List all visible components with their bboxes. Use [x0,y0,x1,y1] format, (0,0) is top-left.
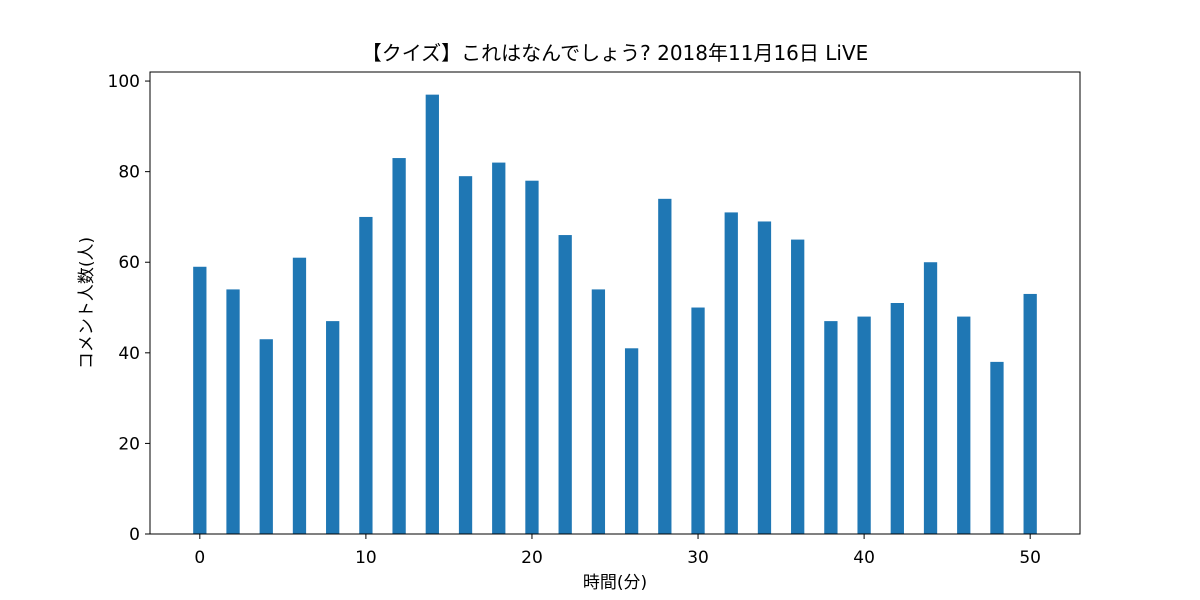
bar-16 [458,176,473,535]
x-axis: 0 10 20 30 40 50 [194,534,1041,568]
bar-4 [259,339,273,534]
y-axis-label: コメント人数(人) [77,237,97,369]
y-tick-label-20: 20 [118,434,140,454]
bar-6 [292,257,307,534]
bar-48 [990,361,1004,534]
bar-18 [492,162,506,534]
bar-42 [890,303,904,534]
bar-20 [525,180,539,535]
bar-14 [425,94,439,534]
x-tick-label-0: 0 [194,548,205,568]
bar-36 [791,239,805,534]
bar-50 [1023,293,1037,534]
y-tick-label-80: 80 [118,163,140,183]
bar-44 [923,262,938,534]
plot-frame [149,71,1081,535]
bar-46 [957,316,971,534]
bar-30 [691,307,705,534]
y-tick-label-40: 40 [118,344,140,364]
x-tick-label-40: 40 [853,548,875,568]
bar-10 [359,216,373,535]
x-tick-label-10: 10 [355,548,377,568]
bar-0 [193,266,207,534]
bar-12 [392,158,406,534]
x-axis-label: 時間(分) [583,573,647,593]
bar-8 [326,321,340,534]
bar-40 [857,316,871,534]
y-axis: 0 20 40 60 80 100 [108,72,150,545]
bar-24 [591,289,606,534]
bar-38 [824,321,838,534]
bars-group [193,94,1037,535]
bar-32 [724,212,738,535]
y-tick-label-60: 60 [118,253,140,273]
y-tick-label-100: 100 [108,72,140,92]
bar-2 [226,289,240,534]
x-tick-label-30: 30 [687,548,709,568]
chart-title: 【クイズ】これはなんでしょう? 2018年11月16日 LiVE [362,41,869,65]
x-tick-label-50: 50 [1019,548,1041,568]
bar-28 [658,198,672,534]
bar-26 [624,348,639,534]
x-tick-label-20: 20 [521,548,543,568]
bar-22 [558,235,572,534]
y-tick-label-0: 0 [129,525,140,545]
bar-34 [757,221,772,534]
